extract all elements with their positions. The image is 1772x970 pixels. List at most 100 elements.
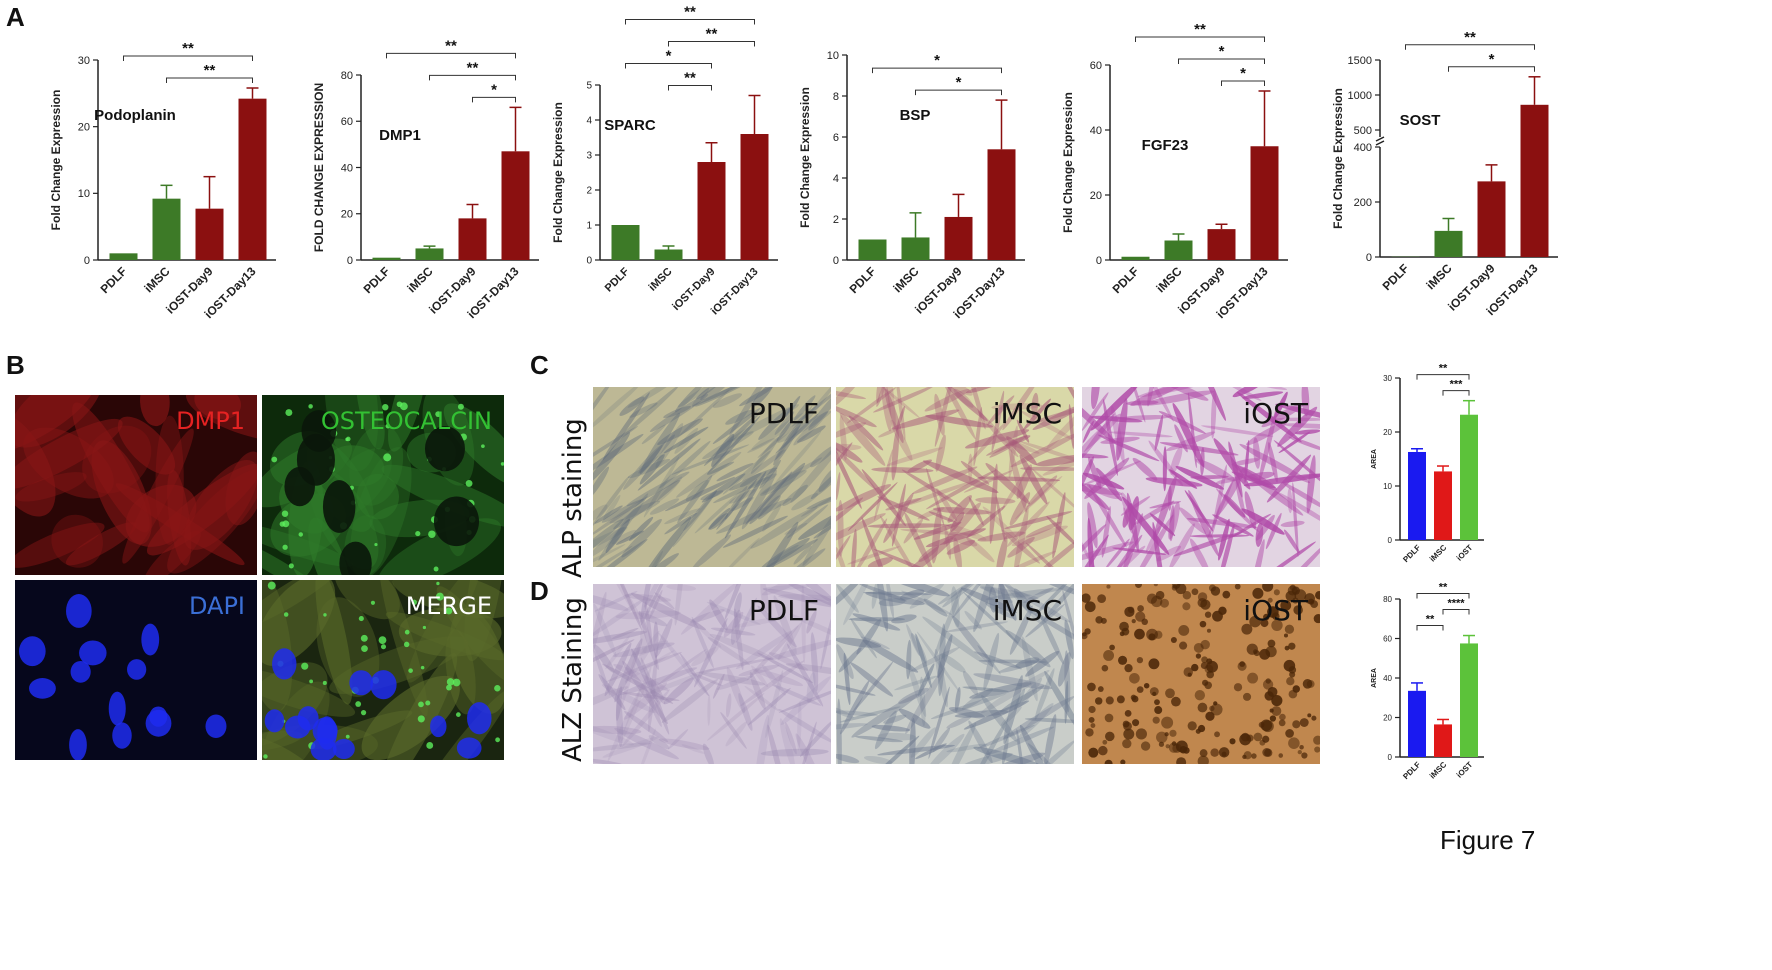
y-axis-label: Fold Change Expression [1331,88,1345,229]
significance-bracket [668,41,755,47]
significance-bracket [1442,390,1470,396]
panel-label-d: D [530,576,549,606]
x-tick-label: PDLF [98,264,130,296]
x-tick-label: iMSC [405,264,436,295]
chart-title: FGF23 [1142,137,1189,154]
figure-label: Figure 7 [1440,825,1536,855]
y-tick-label: 20 [78,122,90,134]
significance-bracket [625,19,755,25]
bar-iMSC [152,198,181,260]
y-tick-label: 0 [84,255,90,267]
significance-bracket [123,55,253,61]
axis-break-mark [1375,140,1385,146]
y-tick-label: 20 [1090,190,1102,202]
alz-tile-PDLF: PDLF [593,584,831,764]
alz-tile-iOST: iOST [1082,584,1320,764]
bar-iOST-Day9 [195,208,224,260]
alp-tile-iMSC: iMSC [836,387,1074,567]
significance-bracket [625,63,712,69]
x-tick-label: iMSC [891,264,922,295]
chart-title: DMP1 [379,127,421,144]
significance-bracket [472,96,516,103]
bar-iOST-Day9 [458,218,487,260]
y-axis-label: AREA [1371,449,1378,469]
y-axis-label: AREA [1371,668,1378,688]
significance-label: ** [706,26,718,43]
y-tick-label: 0 [1388,536,1393,545]
significance-bracket [1448,66,1535,72]
staining-tile-label: iMSC [992,397,1062,430]
y-tick-label: 30 [78,55,90,67]
bar-iMSC [901,237,930,260]
bar-PDLF [109,253,138,260]
significance-label: ** [684,70,696,87]
y-tick-label: 10 [78,188,90,200]
y-tick-label: 80 [1383,595,1392,604]
y-tick-label: 60 [341,116,353,128]
alp-row-label: ALP staining [558,418,588,578]
significance-label: * [491,81,497,98]
significance-bracket [386,52,516,59]
panel-label-c: C [530,350,549,380]
staining-tile-label: PDLF [748,397,819,430]
y-tick-label: 0 [1096,255,1102,267]
x-tick-label: iOST [1455,760,1475,780]
alp-tile-iOST: iOST [1082,387,1320,567]
panel-label-a: A [6,2,25,32]
staining-tile-label: PDLF [748,594,819,627]
y-tick-label: 5 [586,81,592,92]
y-tick-label: 40 [1383,674,1392,683]
y-tick-label: 1500 [1348,55,1372,67]
y-tick-label: 60 [1383,634,1392,643]
bar-iOST-Day13 [740,134,769,260]
y-tick-label: 4 [833,173,839,185]
y-axis-label: Fold Change Expression [49,90,63,231]
y-tick-label: 10 [827,50,839,62]
fluorescence-tile-dmp1: DMP1 [15,395,257,575]
x-tick-label: PDLF [847,264,879,296]
chart-title: Podoplanin [94,107,176,124]
chart-title: SPARC [604,117,656,134]
fluorescence-tile-ocn: OSTEOCALCIN [262,395,504,575]
significance-label: * [666,48,672,65]
x-tick-label: iMSC [142,264,173,295]
x-tick-label: PDLF [1110,264,1142,296]
x-tick-label: PDLF [361,264,393,296]
bar-iMSC [1164,240,1193,260]
y-tick-label: 500 [1354,125,1372,137]
staining-tile-label: iOST [1243,397,1308,430]
significance-bracket [429,74,516,81]
bar-PDLF [611,225,640,260]
bar-iMSC [415,248,444,260]
significance-label: ** [1439,582,1448,594]
fluorescence-label: MERGE [405,592,492,620]
y-tick-label: 0 [347,255,353,267]
y-axis-label: Fold Change Expression [1061,92,1075,233]
significance-label: ** [1426,614,1435,626]
y-tick-label: 0 [586,256,592,267]
bar-iMSC [1434,230,1463,257]
axis-break-mark [1375,136,1385,142]
bar-iOST-Day9 [1207,229,1236,260]
significance-label: * [934,52,940,69]
y-tick-label: 4 [586,116,592,127]
y-tick-label: 1 [586,221,592,232]
significance-label: ** [684,4,696,21]
y-tick-label: 400 [1354,142,1372,154]
y-tick-label: 2 [833,214,839,226]
significance-label: * [1489,51,1495,68]
significance-bracket [166,77,253,83]
x-tick-label: iMSC [1428,543,1449,564]
x-tick-label: PDLF [603,265,632,294]
fluorescence-tile-dapi: DAPI [15,580,257,760]
significance-label: * [1219,43,1225,60]
bar-iMSC [1434,471,1452,540]
bar-PDLF [1408,690,1426,757]
significance-label: ** [1439,363,1448,375]
fluorescence-label: DMP1 [176,407,245,435]
alp-tile-PDLF: PDLF [593,387,831,567]
y-tick-label: 0 [1388,753,1393,762]
bar-iOST-Day13 [987,149,1016,260]
bar-iMSC [1434,724,1452,757]
